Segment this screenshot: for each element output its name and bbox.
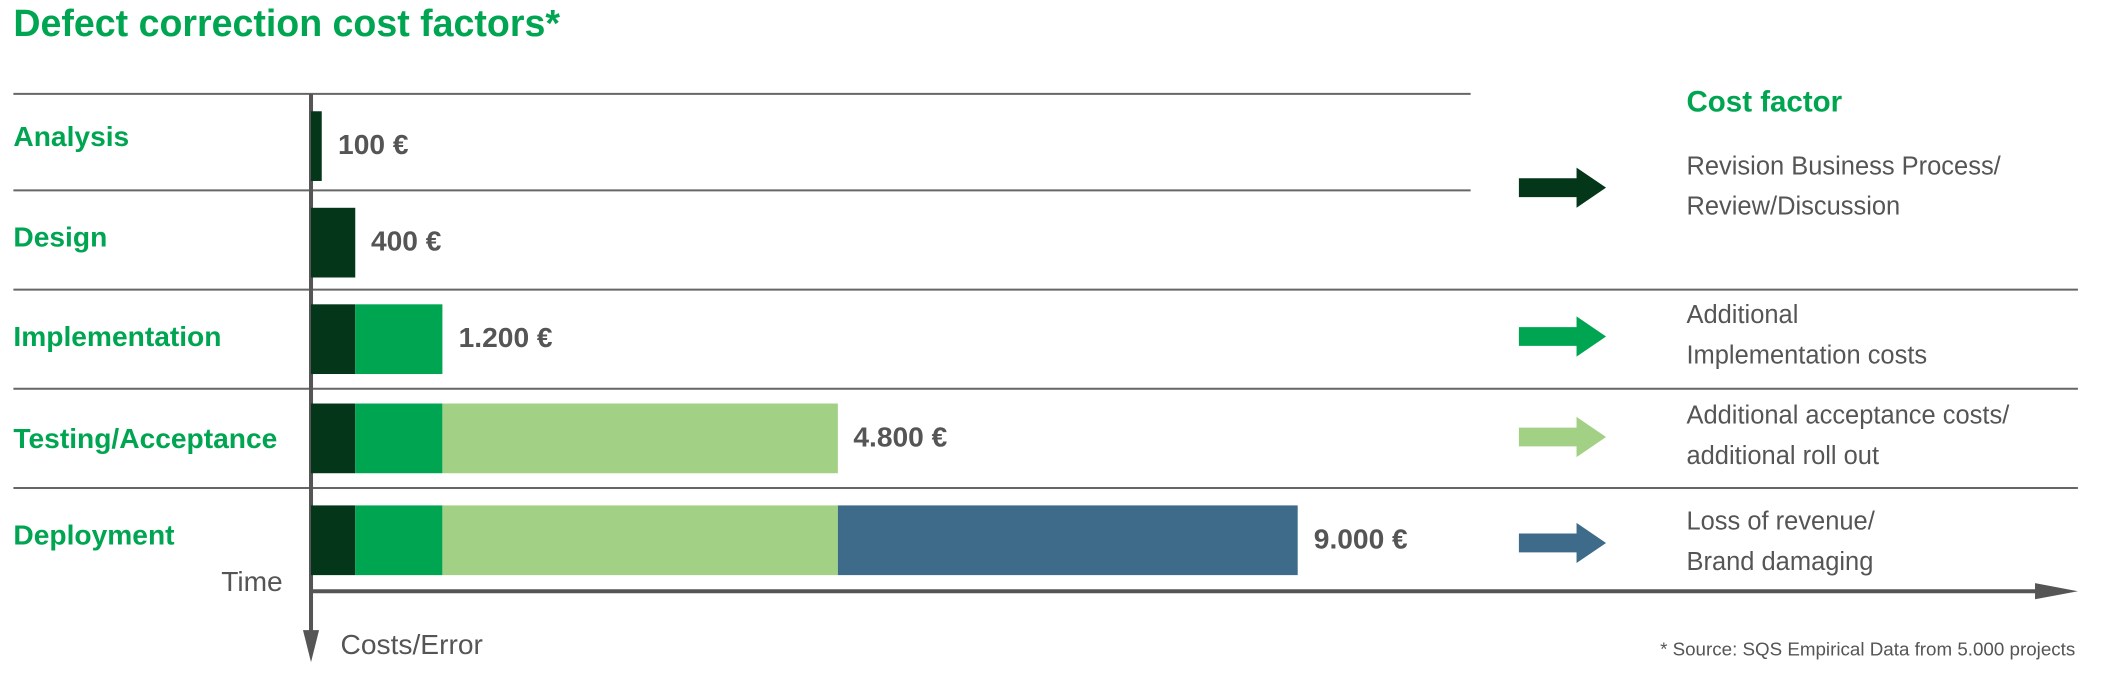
legend-label: Loss of revenue/ Brand damaging: [1686, 508, 1875, 577]
legend-title: Cost factor: [1686, 84, 1843, 118]
legend-arrow: [1518, 167, 1607, 208]
bar-segment: [442, 403, 838, 474]
bar-segment: [311, 304, 355, 375]
legend-label: Additional Implementation costs: [1686, 301, 1928, 371]
bar-segment: [311, 505, 355, 576]
legend-label: Revision Business Process/ Review/Discus…: [1686, 152, 2001, 222]
category-label: Design: [13, 222, 108, 254]
category-label: Deployment: [13, 520, 175, 551]
bar-segment: [311, 207, 355, 278]
legend-label: Additional acceptance costs/ additional …: [1686, 402, 2010, 471]
footnote: * Source: SQS Empirical Data from 5.000 …: [1660, 638, 2076, 660]
category-label: Testing/Acceptance: [13, 423, 278, 455]
bar-segment: [442, 505, 838, 576]
category-label: Implementation: [13, 321, 222, 353]
bar-segment: [354, 505, 443, 576]
total-label: 400 €: [370, 226, 442, 258]
bar-segment: [354, 304, 443, 375]
bar-segment: [311, 403, 355, 474]
category-label: Analysis: [13, 121, 130, 153]
total-label: 100 €: [338, 130, 409, 161]
chart-title: Defect correction cost factors*: [13, 2, 560, 45]
bar-segment: [311, 111, 322, 181]
axis-arrow: [302, 630, 320, 663]
axis-arrow: [2035, 583, 2078, 600]
legend-arrow: [1518, 416, 1607, 458]
x-axis-label: Costs/Error: [340, 630, 483, 661]
y-axis-label: Time: [221, 567, 283, 598]
total-label: 1.200 €: [458, 323, 553, 354]
legend-arrow: [1518, 522, 1607, 564]
bar-segment: [837, 505, 1298, 576]
total-label: 4.800 €: [853, 422, 948, 454]
bar-segment: [354, 403, 443, 474]
legend-arrow: [1518, 316, 1607, 357]
total-label: 9.000 €: [1313, 524, 1408, 556]
